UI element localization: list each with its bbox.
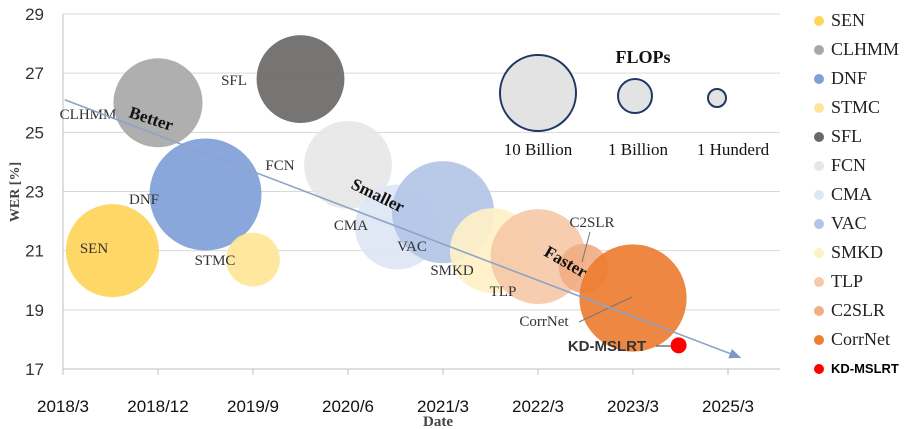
legend-item-clhmm: CLHMM [814,35,913,64]
x-axis-title: Date [423,414,453,429]
size-legend-title: FLOPs [615,47,670,67]
label-fcn: FCN [265,158,294,174]
legend-item-smkd: SMKD [814,238,913,267]
leader-c2slr [581,231,591,263]
y-tick-label: 29 [25,5,44,24]
y-tick-label: 17 [25,360,44,379]
size-legend: FLOPs 10 Billion 1 Billion 1 Hunderd [499,47,770,159]
label-sen: SEN [80,241,109,257]
bubbles [65,35,687,354]
label-kd-mslrt: KD-MSLRT [568,338,646,355]
size-legend-circle [707,88,727,108]
legend-item-kd-mslrt: KD-MSLRT [814,354,913,383]
label-c2slr: C2SLR [569,215,614,231]
legend-swatch [814,15,824,26]
y-tick-label: 21 [25,242,44,261]
legend-swatch [814,131,824,142]
legend-swatch [814,160,824,171]
legend-swatch [814,218,824,229]
label-sfl: SFL [221,73,247,89]
legend-item-sfl: SFL [814,122,913,151]
y-tick-label: 23 [25,183,44,202]
legend-label: CorrNet [831,329,890,349]
legend-item-c2slr: C2SLR [814,296,913,325]
x-tick-label: 2018/12 [127,397,188,416]
legend-item-dnf: DNF [814,64,913,93]
y-axis-title: WER [%] [8,162,23,222]
x-tick-label: 2023/3 [607,397,659,416]
label-clhmm: CLHMM [60,107,117,123]
axes: 17 19 21 23 25 27 29 2018/3 2018/12 2019/9 2020/6 2… [8,5,780,429]
size-legend-label: 10 Billion [504,140,573,159]
y-tick-label: 27 [25,64,44,83]
x-tick-label: 2020/6 [322,397,374,416]
bubble-sfl [256,35,345,123]
label-stmc: STMC [195,253,236,269]
legend-label: DNF [831,68,868,88]
legend: SEN CLHMM DNF STMC SFL FCN CMA VAC SMKD TLP C2SLR C… [814,6,913,383]
legend-item-sen: SEN [814,6,913,35]
size-legend-circle [499,54,577,132]
legend-swatch [814,247,824,258]
legend-swatch [814,363,824,374]
bubble-sen [65,204,159,298]
legend-item-fcn: FCN [814,151,913,180]
legend-label: TLP [831,271,864,291]
label-smkd: SMKD [430,263,474,279]
legend-swatch [814,102,824,113]
label-cma: CMA [334,218,368,234]
label-corrnet: CorrNet [519,314,569,330]
label-dnf: DNF [129,192,159,208]
bubble-kd-mslrt [670,337,687,354]
bubble-dnf [149,138,262,251]
bubble-tlp [490,209,586,305]
legend-label: SFL [831,126,863,146]
legend-swatch [814,305,824,316]
leader-corrnet [578,296,633,323]
legend-item-tlp: TLP [814,267,913,296]
x-tick-label: 2019/9 [227,397,279,416]
trend-arrow [64,98,742,359]
bubble-stmc [226,232,280,287]
legend-swatch [814,334,824,345]
legend-item-cma: CMA [814,180,913,209]
legend-label: CLHMM [831,39,900,59]
size-legend-label: 1 Hunderd [697,140,770,159]
y-tick-label: 19 [25,301,44,320]
legend-label: KD-MSLRT [831,361,899,376]
x-tick-label: 2022/3 [512,397,564,416]
legend-label: FCN [831,155,867,175]
legend-label: VAC [831,213,867,233]
legend-label: CMA [831,184,873,204]
y-tick-label: 25 [25,123,44,142]
legend-swatch [814,44,824,55]
legend-swatch [814,189,824,200]
size-legend-label: 1 Billion [608,140,668,159]
label-tlp: TLP [490,284,517,300]
legend-label: SEN [831,10,866,30]
legend-swatch [814,276,824,287]
legend-label: SMKD [831,242,884,262]
x-tick-label: 2021/3 [417,397,469,416]
legend-label: STMC [831,97,881,117]
legend-swatch [814,73,824,84]
x-tick-label: 2025/3 [702,397,754,416]
legend-label: C2SLR [831,300,886,320]
bubble-clhmm [113,58,203,148]
label-vac: VAC [397,239,427,255]
bubble-corrnet [579,244,687,352]
legend-item-stmc: STMC [814,93,913,122]
legend-item-corrnet: CorrNet [814,325,913,354]
bubble-fcn [304,120,392,209]
x-tick-label: 2018/3 [37,397,89,416]
size-legend-circle [617,78,653,114]
legend-item-vac: VAC [814,209,913,238]
